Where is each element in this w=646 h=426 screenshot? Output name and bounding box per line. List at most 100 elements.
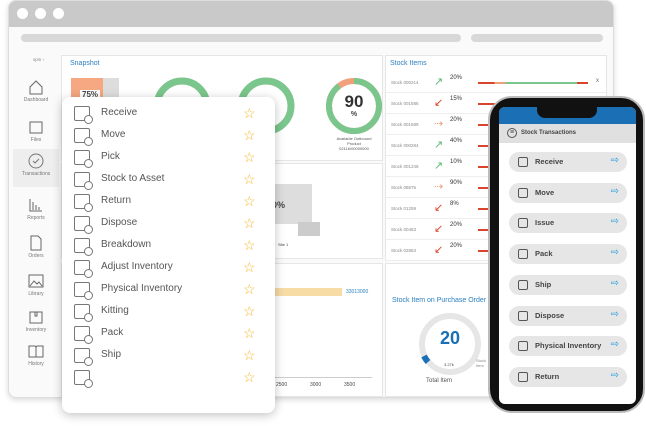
sidebar-item-files[interactable]: Files	[13, 115, 59, 151]
box-icon	[74, 172, 93, 190]
arrow-right-icon: ⇨	[610, 308, 619, 320]
menu-item[interactable]: Kitting ☆	[62, 301, 275, 323]
star-icon[interactable]: ☆	[243, 215, 256, 231]
menu-item[interactable]: Adjust Inventory ☆	[62, 257, 275, 279]
stock-name: Stock 001248	[391, 164, 419, 169]
menu-item[interactable]: Receive ☆	[62, 103, 275, 125]
stock-name: Stock 000284	[391, 143, 419, 148]
menu-item[interactable]: ☆	[62, 367, 275, 389]
phone-action-button[interactable]: Ship ⇨	[509, 274, 627, 295]
box-icon	[74, 260, 93, 278]
star-icon[interactable]: ☆	[243, 149, 256, 165]
document-icon	[28, 235, 44, 251]
stock-percent: 8%	[450, 201, 459, 207]
menu-item-label: Physical Inventory	[101, 283, 183, 294]
sidebar-item-inventory[interactable]: Inventory	[13, 305, 59, 341]
close-icon[interactable]: x	[596, 78, 599, 84]
star-icon[interactable]: ☆	[243, 259, 256, 275]
sidebar-label: Inventory	[25, 327, 47, 333]
menu-item[interactable]: Ship ☆	[62, 345, 275, 367]
phone-action-button[interactable]: Dispose ⇨	[509, 305, 627, 326]
sidebar-item-dashboard[interactable]: Dashboard	[13, 75, 59, 111]
star-icon[interactable]: ☆	[243, 281, 256, 297]
arrow-right-icon: ⇨	[610, 155, 619, 166]
home-icon	[28, 79, 44, 95]
phone-action-button[interactable]: Return ⇨	[509, 366, 627, 387]
arrow-right-icon: ⇨	[610, 369, 619, 381]
menu-item[interactable]: Return ☆	[62, 191, 275, 213]
trend-down-icon: ↙	[434, 202, 444, 214]
window-dot[interactable]	[53, 8, 64, 19]
trend-flat-icon: ⇢	[434, 181, 444, 193]
sidebar-item-reports[interactable]: Reports	[13, 193, 59, 229]
star-icon[interactable]: ☆	[243, 237, 256, 253]
tick-label: 3000	[310, 382, 322, 388]
star-icon[interactable]: ☆	[243, 369, 256, 385]
box-icon	[74, 150, 93, 168]
sidebar-label: Files	[30, 137, 42, 143]
menu-item-label: Adjust Inventory	[101, 261, 173, 272]
box-icon	[518, 218, 528, 229]
transactions-menu: Receive ☆ Move ☆ Pick ☆ Stock to Asset ☆ Return ☆…	[62, 97, 275, 413]
star-icon[interactable]: ☆	[243, 193, 256, 209]
arrow-right-icon: ⇨	[610, 277, 619, 289]
gauge-90	[326, 78, 382, 134]
menu-item[interactable]: Dispose ☆	[62, 213, 275, 235]
sidebar-item-history[interactable]: History	[13, 339, 59, 375]
menu-item[interactable]: Pick ☆	[62, 147, 275, 169]
box-icon	[74, 282, 93, 300]
sidebar-item-transactions[interactable]: Transactions	[13, 149, 59, 187]
phone-action-button[interactable]: Move ⇨	[509, 182, 627, 203]
menu-item-label: Pick	[101, 151, 120, 162]
button-label: Pack	[535, 249, 553, 259]
stock-percent: 20%	[450, 222, 463, 228]
panel-title: Stock Items	[390, 60, 427, 67]
phone-action-button[interactable]: Pack ⇨	[509, 244, 627, 265]
phone-notch	[537, 107, 597, 118]
stock-row[interactable]: Stock 000214 ↗ 20%	[386, 72, 606, 93]
box-icon	[74, 128, 93, 146]
address-bar[interactable]	[21, 34, 461, 42]
purchase-caption: Total Item	[426, 378, 453, 384]
book-icon	[28, 343, 44, 359]
star-icon[interactable]: ☆	[243, 105, 256, 121]
menu-item[interactable]: Move ☆	[62, 125, 275, 147]
phone-action-button[interactable]: Receive ⇨	[509, 152, 627, 172]
menu-item[interactable]: Pack ☆	[62, 323, 275, 345]
phone-title: Stock Transactions	[521, 130, 577, 136]
window-dot[interactable]	[17, 8, 28, 19]
sidebar-toggle[interactable]: spin ›	[33, 57, 45, 62]
button-label: Return	[535, 371, 560, 381]
tick-label: 3500	[344, 382, 356, 388]
sidebar-item-library[interactable]: Library	[13, 269, 59, 305]
sidebar-label: Transactions	[21, 171, 51, 177]
menu-item[interactable]: Stock to Asset ☆	[62, 169, 275, 191]
menu-item[interactable]: Breakdown ☆	[62, 235, 275, 257]
box-icon	[28, 119, 44, 135]
window-dot[interactable]	[35, 8, 46, 19]
caption-line: Available Outbound	[336, 136, 372, 141]
stock-name: Stock 01259	[391, 206, 417, 211]
star-icon[interactable]: ☆	[243, 303, 256, 319]
phone-action-button[interactable]: Issue ⇨	[509, 213, 627, 234]
sidebar: spin › Dashboard Files Transactions Repo…	[13, 49, 59, 379]
trend-flat-icon: ⇢	[434, 118, 444, 130]
menu-item[interactable]: Physical Inventory ☆	[62, 279, 275, 301]
caption-line: Product	[347, 141, 361, 146]
star-icon[interactable]: ☆	[243, 347, 256, 363]
phone-action-button[interactable]: Physical Inventory ⇨	[509, 336, 627, 357]
search-bar[interactable]	[471, 34, 603, 42]
caption-line: 02116/00000000	[339, 146, 369, 151]
star-icon[interactable]: ☆	[243, 127, 256, 143]
button-label: Issue	[535, 218, 555, 228]
sidebar-item-orders[interactable]: Orders	[13, 231, 59, 267]
trend-down-icon: ↙	[434, 223, 444, 235]
truck-icon	[298, 222, 320, 236]
menu-icon[interactable]: ≡	[507, 128, 517, 138]
box-icon	[518, 310, 528, 321]
star-icon[interactable]: ☆	[243, 171, 256, 187]
box-icon	[518, 341, 528, 352]
star-icon[interactable]: ☆	[243, 325, 256, 341]
warehouse-caption: Site 1	[278, 242, 289, 247]
arrow-right-icon: ⇨	[610, 216, 619, 228]
